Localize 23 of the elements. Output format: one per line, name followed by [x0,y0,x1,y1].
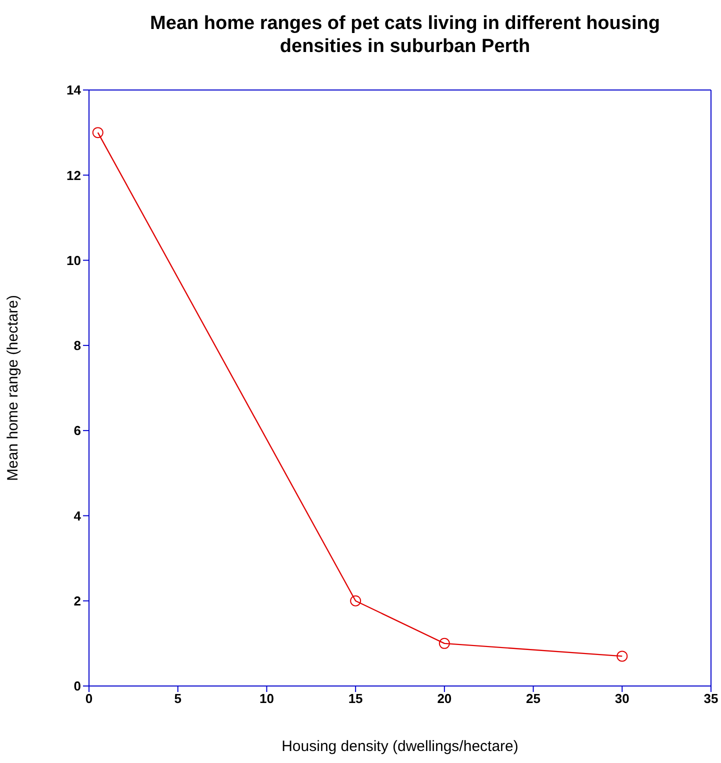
y-axis-title: Mean home range (hectare) [4,295,22,481]
x-tick-label: 20 [437,691,452,706]
x-tick-label: 0 [85,691,93,706]
chart-title: Mean home ranges of pet cats living in different housing densities in suburban Perth [149,12,661,58]
point [438,638,450,649]
point [350,595,362,606]
y-tick-label: 0 [74,678,81,694]
y-tick-label: 8 [74,338,81,354]
y-tick-label: 14 [66,82,82,98]
y-tick-label: 10 [66,252,81,268]
x-tick-label: 30 [614,691,630,706]
x-axis-title: Housing density (dwellings/hectare) [282,738,518,755]
y-tick-label: 4 [74,508,82,524]
y-tick-label: 2 [74,593,81,608]
x-tick-label: 15 [348,691,363,706]
x-tick-label: 5 [174,691,182,706]
point [92,127,104,138]
y-tick-label: 6 [74,423,81,438]
point [616,650,628,662]
x-tick-label: 25 [526,691,541,706]
x-tick-label: 35 [704,691,718,706]
x-tick-label: 10 [259,691,274,706]
y-tick-label: 12 [66,168,81,183]
